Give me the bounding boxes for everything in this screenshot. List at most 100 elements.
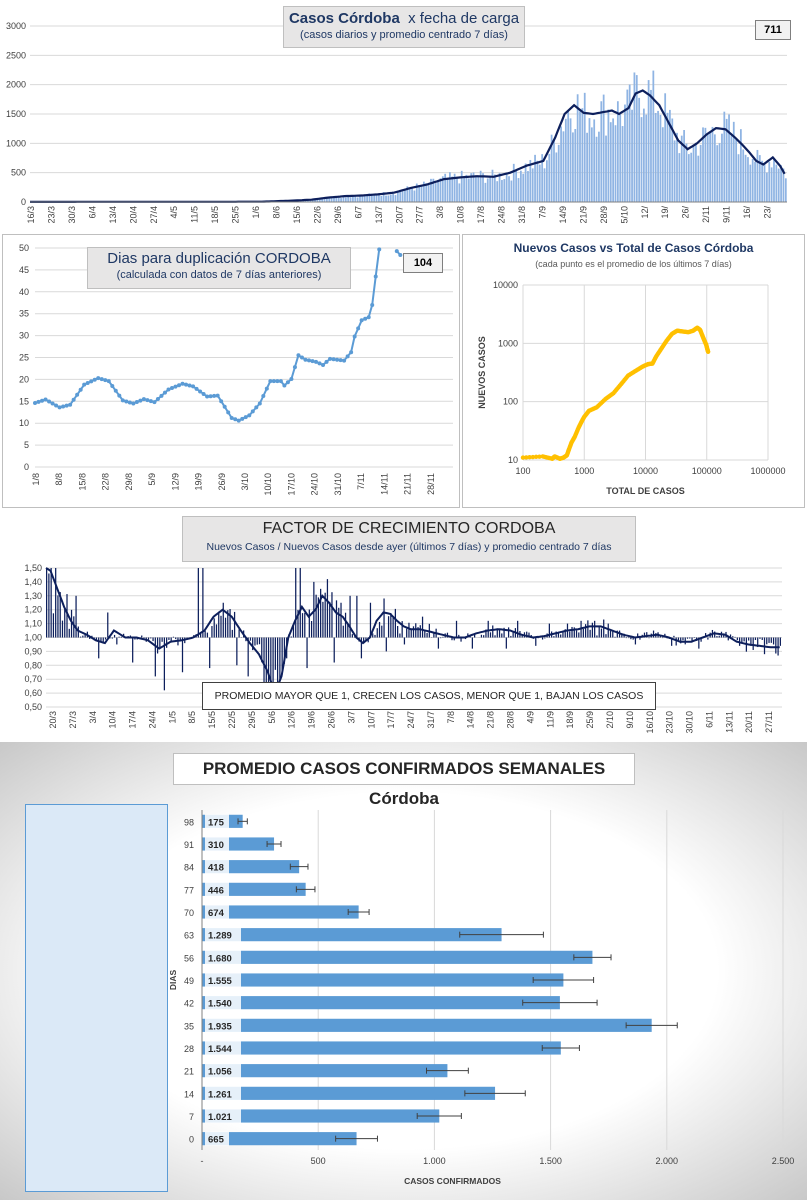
factor-bar [166, 637, 168, 648]
daily-bar [687, 154, 690, 202]
x-tick-label: 26/6 [326, 711, 336, 729]
chart-annotation: PROMEDIO MAYOR QUE 1, CRECEN LOS CASOS, … [202, 682, 656, 710]
chart-factor-crecimiento: 0,50 0,60 0,70 0,80 0,90 1,00 1,10 1,20 1,30 1,40… [24, 563, 782, 734]
x-tick-label: 23/10 [665, 711, 675, 734]
factor-bar [652, 630, 655, 638]
chart-title-box: FACTOR DE CRECIMIENTO CORDOBA Nuevos Cas… [182, 516, 636, 562]
daily-bar [401, 191, 404, 202]
daily-bar [728, 114, 730, 202]
factor-bar [113, 634, 116, 638]
x-tick-label: 1.000 [423, 1156, 446, 1166]
factor-bar [313, 581, 315, 638]
doubling-point [92, 377, 97, 382]
daily-bar [553, 139, 555, 202]
factor-bar [474, 634, 476, 638]
factor-bar [349, 595, 351, 638]
days-label: 77 [184, 885, 194, 895]
week-ranges-table [25, 804, 168, 1192]
daily-bar [451, 176, 454, 202]
doubling-point [275, 379, 280, 384]
y-tick-label: 0,50 [24, 702, 42, 712]
doubling-point [338, 358, 343, 363]
daily-bar [399, 191, 402, 202]
y-tick-label: 20 [19, 374, 29, 384]
daily-bar [363, 194, 366, 202]
factor-bar [700, 637, 702, 642]
x-tick-label: 11/5 [190, 206, 200, 223]
factor-bar [299, 568, 301, 638]
x-tick-label: 27/11 [764, 711, 774, 733]
x-tick-label: 1/8 [31, 473, 41, 486]
chart-subtitle: (calculada con datos de 7 días anteriore… [116, 269, 322, 281]
x-tick-label: 6/4 [87, 206, 97, 219]
doubling-point [377, 247, 382, 252]
factor-bar [673, 635, 675, 638]
factor-bar [170, 637, 172, 641]
daily-bar [323, 199, 326, 202]
y-tick-label: 15 [19, 396, 29, 406]
y-tick-label: 50 [19, 243, 29, 253]
factor-bar [772, 637, 775, 645]
factor-bar [560, 634, 562, 638]
x-tick-label: 25/5 [231, 206, 241, 224]
x-tick-label: 100000 [692, 466, 722, 476]
x-tick-label: 23/3 [46, 206, 56, 224]
daily-bar [706, 133, 709, 202]
factor-bar [50, 568, 52, 638]
factor-bar [209, 637, 211, 669]
factor-bar [582, 628, 584, 638]
doubling-point [349, 350, 354, 355]
doubling-point [141, 397, 146, 402]
daily-bar [564, 118, 567, 202]
y-axis-label: NUEVOS CASOS [477, 336, 487, 409]
doubling-point [261, 394, 266, 399]
daily-bar [761, 160, 764, 202]
x-tick-label: 24/8 [497, 206, 507, 224]
daily-bar [352, 195, 354, 202]
factor-bar [163, 637, 166, 691]
factor-bar [471, 637, 473, 649]
factor-bar [329, 601, 331, 638]
x-tick-label: 28/8 [506, 711, 516, 729]
x-tick-label: 22/6 [312, 206, 322, 224]
factor-bar [537, 637, 539, 639]
chart-title-bold: Casos Córdoba [288, 10, 400, 27]
doubling-point [96, 376, 101, 381]
doubling-point [268, 379, 273, 384]
days-label: 0 [189, 1135, 194, 1145]
doubling-point [233, 417, 238, 422]
x-tick-label: 1/5 [167, 711, 177, 724]
doubling-point [254, 405, 259, 410]
daily-bar [666, 112, 669, 202]
factor-bar [333, 637, 335, 663]
factor-bar [643, 632, 646, 638]
x-tick-label: 8/5 [187, 711, 197, 724]
x-tick-label: 5/10 [619, 206, 629, 224]
x-tick-label: 5/6 [267, 711, 277, 724]
y-tick-label: 10 [19, 418, 29, 428]
factor-bar [132, 637, 134, 663]
x-tick-label: 8/8 [54, 473, 64, 486]
factor-bar [727, 637, 729, 641]
factor-bar [759, 637, 761, 639]
scatter-point [524, 455, 529, 460]
x-tick-label: 31/10 [333, 473, 343, 496]
daily-bar [550, 134, 553, 202]
daily-bar [415, 183, 418, 202]
factor-bar [215, 624, 218, 638]
x-tick-label: 2/11 [701, 206, 711, 223]
daily-bar [359, 194, 361, 202]
doubling-point [33, 401, 37, 406]
factor-bar [541, 637, 544, 640]
factor-bar [310, 621, 313, 638]
daily-bar [642, 108, 645, 202]
factor-bar [553, 636, 555, 638]
factor-bar [322, 601, 324, 638]
factor-bar [324, 592, 326, 638]
x-tick-label: 16/ [742, 206, 752, 219]
panel-factor-crecimiento: 0,50 0,60 0,70 0,80 0,90 1,00 1,10 1,20 1,30 1,40… [0, 510, 807, 740]
daily-bar [318, 199, 321, 202]
daily-bar [470, 173, 473, 202]
daily-bar [593, 119, 596, 202]
daily-bar [453, 173, 456, 202]
